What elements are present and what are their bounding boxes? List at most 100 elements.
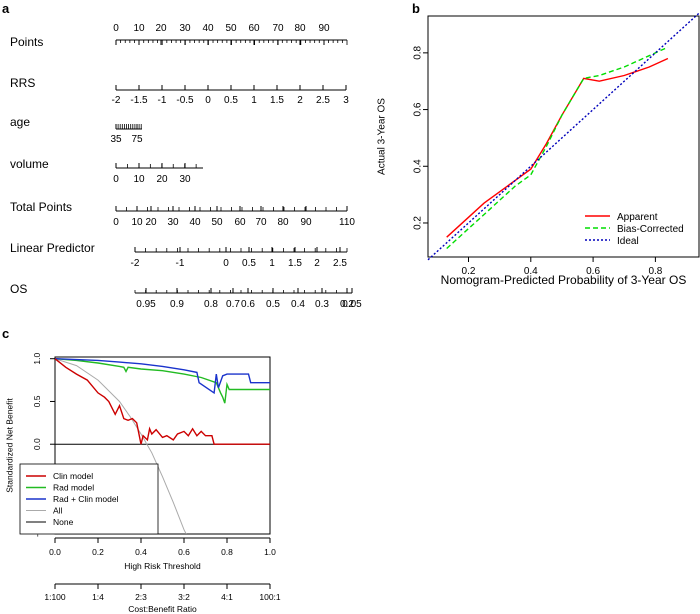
calibration-y-tick-label: 0.8 xyxy=(413,45,424,59)
dca-series-rad-clin-model xyxy=(55,358,270,395)
nomogram-tick-label: 30 xyxy=(167,217,179,228)
nomogram-tick-label: -1 xyxy=(176,258,185,269)
nomogram-tick-label: 0.9 xyxy=(170,299,184,310)
nomogram-row-label: volume xyxy=(10,157,49,171)
calibration-panel: 0.2 0.4 0.6 0.80.20.40.60.8Nomogram-Predict… xyxy=(377,12,700,287)
nomogram-tick-label: 10 xyxy=(133,23,145,34)
nomogram-tick-label: 60 xyxy=(234,217,246,228)
decision-curve-panel: 0.00.20.40.60.81.0-1.0-0.50.00.51.0High … xyxy=(4,353,281,614)
nomogram-tick-label: 0 xyxy=(205,95,211,106)
nomogram-tick-label: 0.5 xyxy=(224,95,238,106)
dca-x-tick-label: 0.8 xyxy=(221,547,233,557)
nomogram-tick-label: 80 xyxy=(294,23,306,34)
dca-cost-benefit-tick-label: 1:4 xyxy=(92,592,104,602)
nomogram-tick-label: -0.5 xyxy=(176,95,194,106)
dca-y-axis-label: Standardized Net Benefit xyxy=(4,398,14,493)
nomogram-tick-label: 0.7 xyxy=(226,299,240,310)
calibration-x-tick-label: 0.2 xyxy=(462,266,476,277)
nomogram-tick-label: 0.8 xyxy=(204,299,218,310)
calibration-y-axis-label: Actual 3-Year OS xyxy=(377,98,388,175)
dca-legend-label: None xyxy=(53,517,74,527)
nomogram-tick-label: 0.5 xyxy=(242,258,256,269)
nomogram-tick-label: 0 xyxy=(113,23,119,34)
panel-b-letter: b xyxy=(412,1,420,16)
dca-series-all xyxy=(55,358,187,534)
dca-cost-benefit-tick-label: 2:3 xyxy=(135,592,147,602)
nomogram-tick-label: 30 xyxy=(179,23,191,34)
nomogram-tick-label: 0 xyxy=(113,217,119,228)
dca-series-rad-model xyxy=(55,358,270,404)
calibration-legend-label: Ideal xyxy=(617,236,639,247)
nomogram-tick-label: 50 xyxy=(225,23,237,34)
calibration-legend-label: Bias-Corrected xyxy=(617,224,684,235)
nomogram-tick-label: 1 xyxy=(251,95,257,106)
dca-y-tick-label: 1.0 xyxy=(32,353,42,365)
nomogram-tick-label: 60 xyxy=(248,23,260,34)
calibration-x-tick-label: 0.6 xyxy=(586,266,600,277)
nomogram-tick-label: 40 xyxy=(189,217,201,228)
dca-series-clin-model xyxy=(55,358,270,445)
dca-cost-benefit-tick-label: 3:2 xyxy=(178,592,190,602)
dca-x-tick-label: 0.4 xyxy=(135,547,147,557)
dca-cost-benefit-tick-label: 1:100 xyxy=(44,592,66,602)
nomogram-tick-label: 90 xyxy=(300,217,312,228)
dca-x-axis-label: High Risk Threshold xyxy=(124,561,201,571)
calibration-x-tick-label: 0.8 xyxy=(648,266,662,277)
dca-legend-label: All xyxy=(53,506,63,516)
nomogram-row-label: Total Points xyxy=(10,200,72,214)
nomogram-tick-label: 35 xyxy=(110,134,122,145)
nomogram-tick-label: 1 xyxy=(269,258,275,269)
panel-a-letter: a xyxy=(2,1,10,16)
nomogram-row-label: Linear Predictor xyxy=(10,241,95,255)
dca-legend-label: Clin model xyxy=(53,471,93,481)
nomogram-tick-label: 2.5 xyxy=(316,95,330,106)
calibration-y-tick-label: 0.6 xyxy=(413,102,424,116)
dca-x-tick-label: 0.6 xyxy=(178,547,190,557)
nomogram-tick-label: 50 xyxy=(211,217,223,228)
dca-plot-frame xyxy=(54,356,271,535)
nomogram-tick-label: 20 xyxy=(145,217,157,228)
calibration-y-tick-label: 0.2 xyxy=(413,216,424,230)
dca-x-tick-label: 0.2 xyxy=(92,547,104,557)
nomogram-tick-label: 75 xyxy=(131,134,143,145)
dca-x-tick-label: 1.0 xyxy=(264,547,276,557)
nomogram-tick-label: 70 xyxy=(272,23,284,34)
nomogram-tick-label: -2 xyxy=(112,95,121,106)
dca-y-tick-label: 0.0 xyxy=(32,438,42,450)
nomogram-tick-label: 0.05 xyxy=(342,299,362,310)
nomogram-tick-label: -1.5 xyxy=(130,95,148,106)
nomogram-tick-label: 2 xyxy=(314,258,320,269)
dca-cost-benefit-tick-label: 4:1 xyxy=(221,592,233,602)
nomogram-tick-label: 0.6 xyxy=(241,299,255,310)
nomogram-tick-label: 0 xyxy=(223,258,229,269)
nomogram-tick-label: -2 xyxy=(131,258,140,269)
nomogram-tick-label: 1.5 xyxy=(288,258,302,269)
nomogram-tick-label: 0.5 xyxy=(266,299,280,310)
calibration-y-tick-label: 0.4 xyxy=(413,159,424,173)
nomogram-tick-label: 2 xyxy=(297,95,303,106)
nomogram-tick-label: 0.2 xyxy=(340,299,354,310)
dca-legend-label: Rad + Clin model xyxy=(53,494,119,504)
nomogram-tick-label: 20 xyxy=(155,23,167,34)
nomogram-tick-label: 70 xyxy=(255,217,267,228)
nomogram-tick-label: 0 xyxy=(113,174,119,185)
nomogram-row-label: RRS xyxy=(10,76,35,90)
nomogram-tick-label: 40 xyxy=(202,23,214,34)
nomogram-tick-label: 0.95 xyxy=(136,299,156,310)
nomogram-tick-label: 110 xyxy=(339,217,355,228)
nomogram-tick-label: 10 xyxy=(133,174,145,185)
calibration-plot-frame xyxy=(427,15,700,258)
dca-y-tick-label: 0.5 xyxy=(32,395,42,407)
calibration-series-bias-corrected xyxy=(446,46,669,250)
dca-cost-benefit-label: Cost:Benefit Ratio xyxy=(128,604,197,614)
nomogram-tick-label: 0.3 xyxy=(315,299,329,310)
nomogram-tick-label: 2.5 xyxy=(333,258,347,269)
nomogram-tick-label: 30 xyxy=(179,174,191,185)
nomogram-tick-label: 10 xyxy=(131,217,143,228)
nomogram-row-label: OS xyxy=(10,282,27,296)
calibration-x-tick-label: 0.4 xyxy=(524,266,538,277)
nomogram-tick-label: 0.4 xyxy=(291,299,305,310)
nomogram-tick-label: 20 xyxy=(156,174,168,185)
